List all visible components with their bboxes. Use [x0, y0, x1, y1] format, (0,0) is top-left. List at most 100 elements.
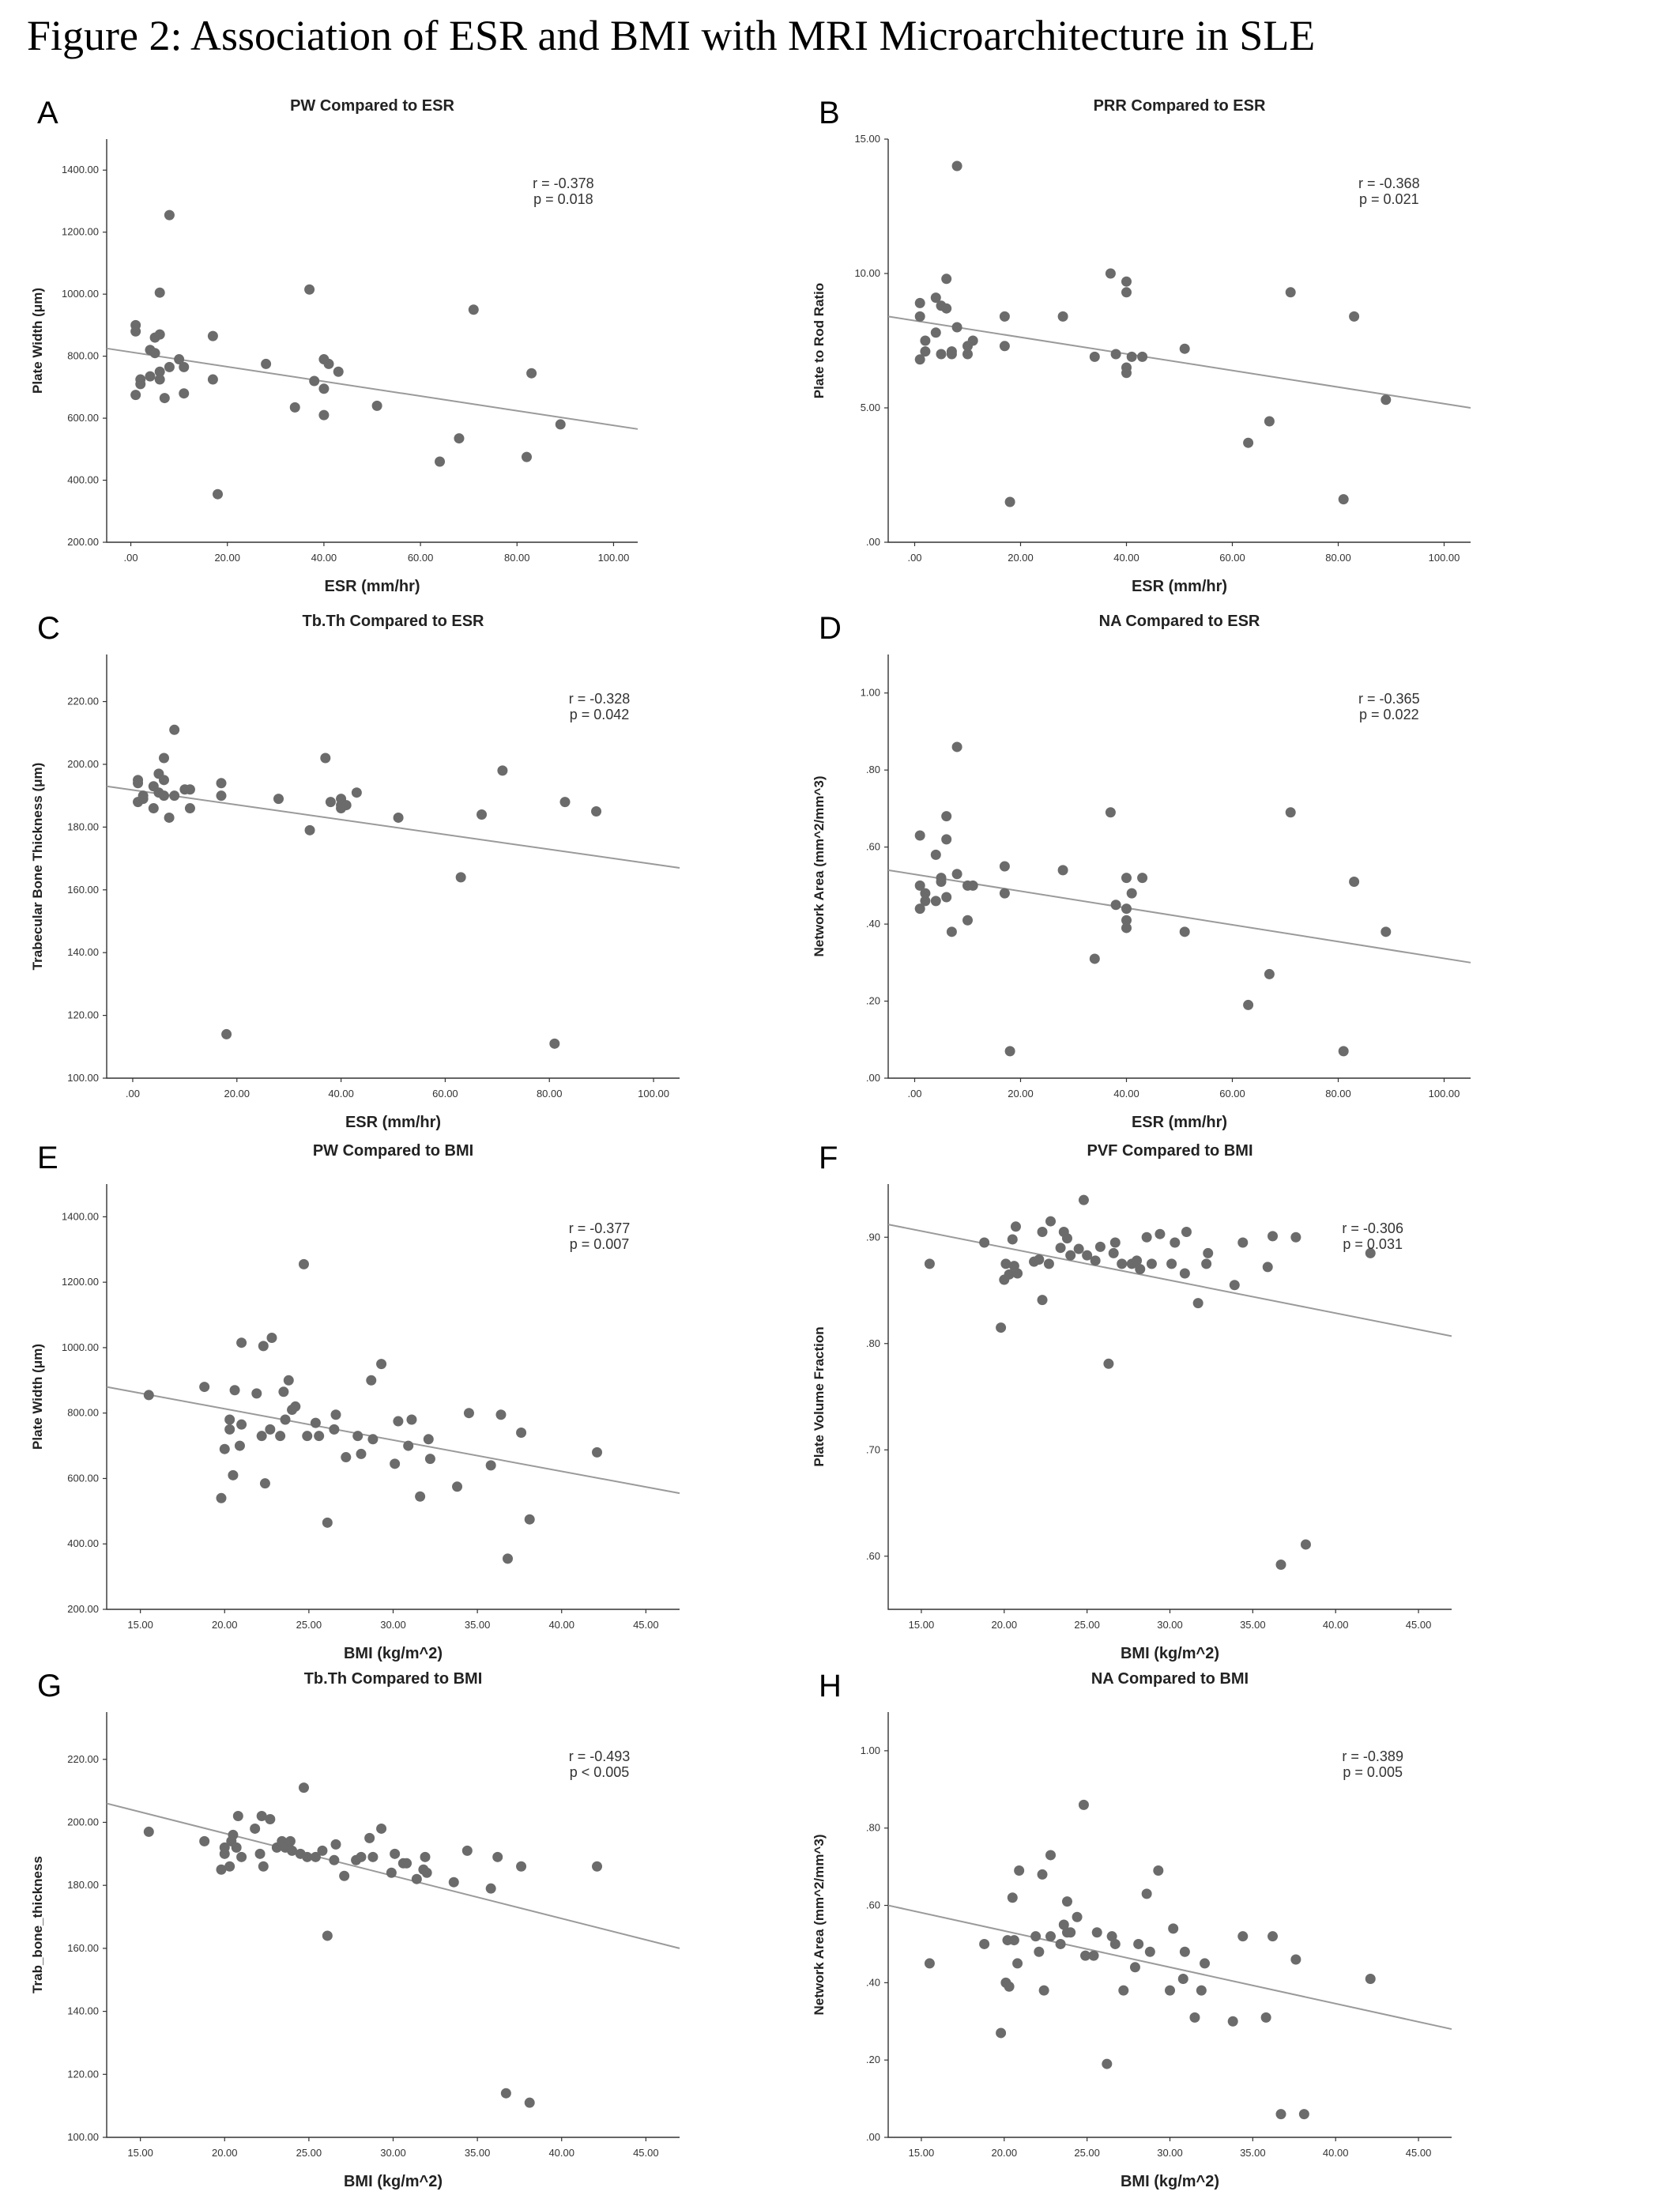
- panel-f-data-point: [1010, 1221, 1021, 1232]
- panel-c-xtick-label: 40.00: [328, 1088, 354, 1100]
- panel-a-ytick-label: 1400.00: [62, 164, 99, 175]
- panel-c-stat-r: r = -0.328: [569, 691, 631, 707]
- panel-h-data-point: [1038, 1985, 1049, 1996]
- panel-e-data-point: [275, 1431, 286, 1442]
- panel-f-data-point: [1117, 1258, 1128, 1269]
- panel-c-stat-p: p = 0.042: [570, 707, 630, 722]
- panel-b-data-point: [1004, 496, 1015, 507]
- panel-f-title: PVF Compared to BMI: [1087, 1142, 1252, 1160]
- panel-f-data-point: [1034, 1254, 1045, 1265]
- panel-c-data-point: [549, 1038, 560, 1049]
- panel-e-ytick-label: 1200.00: [62, 1276, 99, 1288]
- panel-b-data-point: [941, 273, 952, 285]
- panel-a-data-point: [135, 379, 146, 390]
- panel-g-xtick-label: 15.00: [127, 2147, 153, 2159]
- panel-f-data-point: [1365, 1247, 1376, 1258]
- panel-e-xtick-label: 40.00: [548, 1619, 574, 1631]
- panel-d-data-point: [946, 926, 957, 937]
- panel-d-data-point: [920, 888, 931, 899]
- panel-d: D NA Compared to ESR .00 20.00 40.00 60.00 80.…: [812, 611, 1471, 1131]
- panel-a-xtick-label: 80.00: [504, 552, 530, 564]
- panel-h-regression-line: [887, 1904, 1452, 2031]
- panel-b-ylabel: Plate to Rod Ratio: [812, 283, 827, 398]
- panel-a-data-point: [154, 287, 165, 298]
- panel-b-data-point: [1126, 351, 1137, 362]
- panel-d-data-point: [930, 849, 941, 860]
- panel-d-data-point: [941, 834, 952, 845]
- panel-e-data-point: [524, 1514, 535, 1525]
- panel-e-data-point: [367, 1434, 379, 1445]
- panel-g-data-point: [322, 1930, 333, 1941]
- panel-e-data-point: [229, 1385, 240, 1396]
- panel-d-data-point: [1126, 888, 1137, 899]
- panel-h-data-point: [1118, 1985, 1129, 1996]
- panel-h-data-point: [1260, 2012, 1271, 2023]
- panel-f-ytick-label: .80: [866, 1337, 880, 1349]
- panel-f-data-point: [1141, 1232, 1152, 1243]
- panel-h-data-point: [1102, 2058, 1113, 2069]
- panel-d-xtick-label: 100.00: [1429, 1088, 1460, 1100]
- panel-d-data-point: [967, 880, 978, 891]
- panel-g-data-point: [500, 2088, 511, 2099]
- panel-f-xtick-label: 35.00: [1240, 1619, 1266, 1631]
- panel-f-data-point: [1275, 1560, 1286, 1571]
- panel-h-data-point: [979, 1938, 990, 1949]
- panel-d-data-point: [1121, 915, 1132, 926]
- panel-e-data-point: [452, 1481, 463, 1492]
- panel-h-xlabel: BMI (kg/m^2): [1121, 2173, 1219, 2190]
- panel-e-xtick-label: 30.00: [380, 1619, 406, 1631]
- panel-f-data-point: [1065, 1250, 1076, 1261]
- panel-d-ytick-label: 1.00: [861, 687, 880, 699]
- panel-e-data-point: [283, 1375, 294, 1386]
- panel-a-data-point: [164, 361, 175, 372]
- panel-e-data-point: [298, 1258, 309, 1269]
- panel-b: B PRR Compared to ESR .00 20.00 40.00 60.00 80…: [812, 96, 1471, 595]
- panel-b-data-point: [1381, 394, 1392, 405]
- panel-e-xtick-label: 35.00: [465, 1619, 491, 1631]
- panel-c-data-point: [148, 803, 159, 814]
- panel-a-data-point: [261, 358, 272, 369]
- panel-h-data-point: [1045, 1931, 1057, 1942]
- panel-e-data-point: [503, 1553, 513, 1564]
- panel-f-data-point: [1290, 1232, 1301, 1243]
- panel-b-data-point: [1179, 343, 1190, 354]
- panel-h-data-point: [1078, 1799, 1089, 1810]
- panel-h-data-point: [1237, 1931, 1249, 1942]
- panel-e-ytick-label: 400.00: [67, 1537, 99, 1549]
- panel-a-ytick-label: 600.00: [67, 412, 99, 424]
- panel-d-ylabel: Network Area (mm^2/mm^3): [812, 776, 827, 957]
- panel-g-data-point: [256, 1811, 267, 1822]
- panel-d-data-point: [1179, 926, 1190, 937]
- panel-g-ylabel: Trab_bone_thickness: [30, 1856, 45, 1993]
- panel-e-data-point: [310, 1417, 321, 1428]
- panel-b-data-point: [1110, 349, 1121, 360]
- panel-c-data-point: [273, 794, 284, 805]
- panel-h-data-point: [1008, 1935, 1019, 1946]
- panel-g-data-point: [219, 1842, 230, 1853]
- panel-d-stat-r: r = -0.365: [1358, 691, 1420, 707]
- panel-a-data-point: [130, 326, 141, 337]
- panel-d-data-point: [1121, 873, 1132, 884]
- panel-b-data-point: [930, 292, 941, 304]
- panel-d-xtick-label: 80.00: [1325, 1088, 1351, 1100]
- panel-g-data-point: [317, 1845, 328, 1856]
- panel-g-data-point: [330, 1839, 341, 1850]
- panel-d-data-point: [1243, 999, 1254, 1010]
- panel-g-data-point: [231, 1842, 242, 1853]
- panel-f-data-point: [1170, 1237, 1181, 1248]
- panel-b-data-point: [914, 311, 925, 322]
- panel-g-data-point: [461, 1845, 473, 1856]
- panel-b-data-point: [930, 327, 941, 338]
- panel-h-xtick-label: 40.00: [1323, 2147, 1349, 2159]
- panel-g-data-point: [386, 1867, 397, 1878]
- panel-e-data-point: [290, 1401, 301, 1412]
- panel-b-data-point: [1285, 287, 1296, 298]
- panel-f-data-point: [1229, 1280, 1240, 1291]
- panel-f-ytick-label: .70: [866, 1443, 880, 1455]
- panel-d-data-point: [1137, 873, 1148, 884]
- panel-c-ytick-label: 200.00: [67, 758, 99, 770]
- panel-e-data-point: [224, 1424, 235, 1435]
- panel-e-ytick-label: 200.00: [67, 1603, 99, 1615]
- panel-b-data-point: [962, 349, 973, 360]
